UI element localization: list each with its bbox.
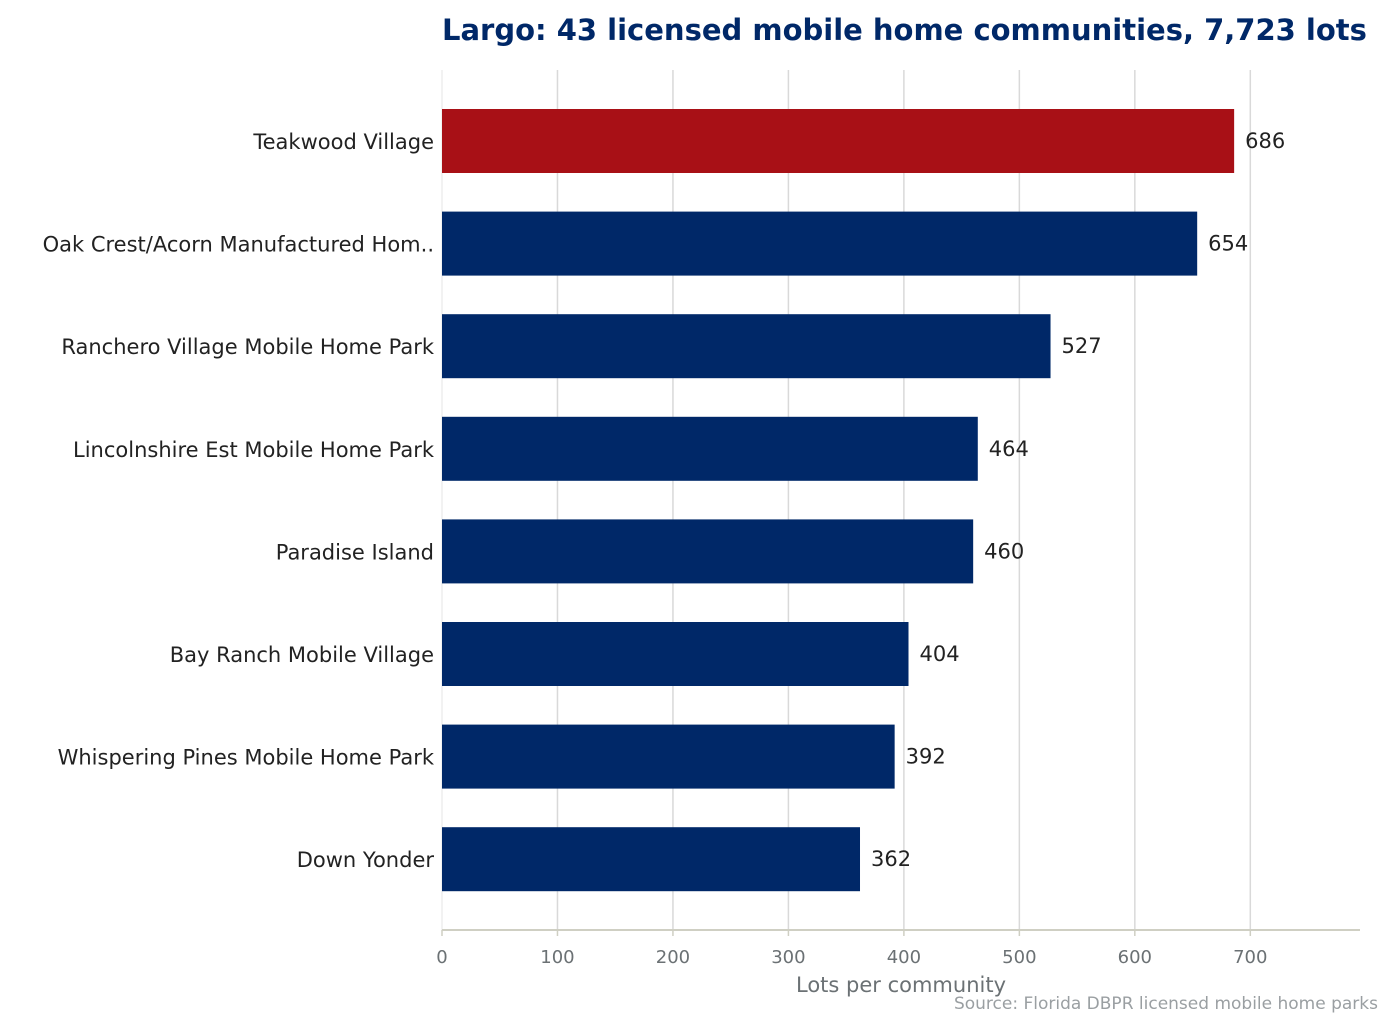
category-label: Bay Ranch Mobile Village	[170, 643, 434, 667]
category-label: Paradise Island	[276, 540, 434, 564]
x-axis-title: Lots per community	[796, 973, 1006, 997]
x-axis: 0 100 200 300 400 500 600 700	[436, 929, 1360, 968]
x-tick-label: 700	[1233, 947, 1267, 968]
x-tick-label: 300	[771, 947, 805, 968]
category-label: Oak Crest/Acorn Manufactured Hom..	[43, 233, 434, 257]
category-label: Down Yonder	[297, 848, 435, 872]
value-label: 464	[989, 437, 1029, 461]
value-label: 392	[906, 745, 946, 769]
value-label: 404	[920, 642, 960, 666]
grid-lines	[441, 70, 1252, 930]
x-tick-label: 500	[1002, 947, 1036, 968]
category-label: Teakwood Village	[252, 130, 434, 154]
source-note: Source: Florida DBPR licensed mobile hom…	[954, 994, 1378, 1014]
bar	[442, 314, 1051, 379]
x-tick-label: 200	[656, 947, 690, 968]
value-label: 527	[1062, 334, 1102, 358]
x-tick-label: 0	[436, 947, 447, 968]
bar	[442, 519, 974, 584]
x-tick-label: 100	[540, 947, 574, 968]
bar	[442, 827, 861, 892]
chart-title: Largo: 43 licensed mobile home communiti…	[442, 13, 1367, 47]
category-labels: Teakwood Village Oak Crest/Acorn Manufact…	[43, 130, 435, 872]
value-label: 654	[1208, 232, 1248, 256]
bar	[442, 724, 895, 789]
value-labels: 686 654 527 464 460 404 392 362	[871, 129, 1285, 871]
category-label: Ranchero Village Mobile Home Park	[61, 335, 434, 359]
bar	[442, 622, 909, 686]
category-label: Lincolnshire Est Mobile Home Park	[73, 438, 435, 462]
value-label: 362	[871, 847, 911, 871]
value-label: 686	[1245, 129, 1285, 153]
bar	[442, 109, 1235, 173]
value-label: 460	[984, 539, 1024, 563]
x-tick-label: 400	[887, 947, 921, 968]
bars	[442, 109, 1235, 892]
bar	[442, 211, 1198, 276]
bar	[442, 416, 978, 481]
category-label: Whispering Pines Mobile Home Park	[58, 746, 435, 770]
x-tick-label: 600	[1118, 947, 1152, 968]
